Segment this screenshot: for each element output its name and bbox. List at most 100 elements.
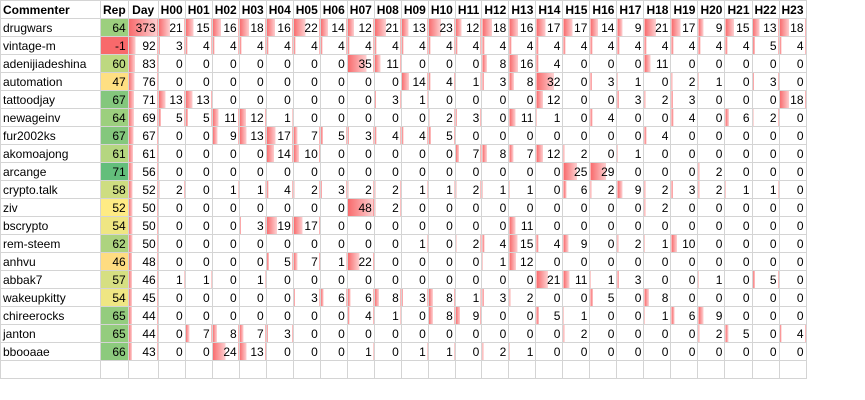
column-header-rep[interactable]: Rep <box>100 0 129 19</box>
empty-cell[interactable] <box>238 360 267 379</box>
hour-cell[interactable]: 4 <box>778 324 807 343</box>
hour-cell[interactable]: 0 <box>643 108 672 127</box>
hour-cell[interactable]: 4 <box>265 180 294 199</box>
hour-cell[interactable]: 0 <box>724 306 753 325</box>
hour-cell[interactable]: 1 <box>373 306 402 325</box>
hour-cell[interactable]: 0 <box>508 126 537 145</box>
hour-cell[interactable]: 0 <box>265 288 294 307</box>
hour-cell[interactable]: 4 <box>589 108 618 127</box>
hour-cell[interactable]: 0 <box>562 72 591 91</box>
hour-cell[interactable]: 15 <box>508 234 537 253</box>
hour-cell[interactable]: 4 <box>346 36 375 55</box>
column-header-h02[interactable]: H02 <box>211 0 240 19</box>
hour-cell[interactable]: 0 <box>778 162 807 181</box>
hour-cell[interactable]: 2 <box>589 180 618 199</box>
empty-cell[interactable] <box>589 360 618 379</box>
hour-cell[interactable]: 12 <box>454 18 483 37</box>
hour-cell[interactable]: 4 <box>778 36 807 55</box>
hour-cell[interactable]: 17 <box>535 18 564 37</box>
hour-cell[interactable]: 0 <box>346 324 375 343</box>
hour-cell[interactable]: 6 <box>562 180 591 199</box>
hour-cell[interactable]: 22 <box>292 18 321 37</box>
hour-cell[interactable]: 4 <box>535 54 564 73</box>
hour-cell[interactable]: 0 <box>346 216 375 235</box>
hour-cell[interactable]: 9 <box>454 306 483 325</box>
hour-cell[interactable]: 1 <box>616 72 645 91</box>
hour-cell[interactable]: 0 <box>589 198 618 217</box>
hour-cell[interactable]: 0 <box>400 144 429 163</box>
hour-cell[interactable]: 3 <box>589 72 618 91</box>
hour-cell[interactable]: 0 <box>589 54 618 73</box>
hour-cell[interactable]: 0 <box>157 72 186 91</box>
hour-cell[interactable]: 0 <box>589 144 618 163</box>
column-header-h03[interactable]: H03 <box>238 0 267 19</box>
hour-cell[interactable]: 17 <box>562 18 591 37</box>
hour-cell[interactable]: 0 <box>238 72 267 91</box>
day-cell[interactable]: 92 <box>127 36 159 55</box>
hour-cell[interactable]: 4 <box>319 36 348 55</box>
column-header-h12[interactable]: H12 <box>481 0 510 19</box>
hour-cell[interactable]: 0 <box>751 234 780 253</box>
hour-cell[interactable]: 0 <box>238 306 267 325</box>
hour-cell[interactable]: 0 <box>697 144 726 163</box>
hour-cell[interactable]: 17 <box>670 18 699 37</box>
hour-cell[interactable]: 5 <box>589 288 618 307</box>
hour-cell[interactable]: 4 <box>697 36 726 55</box>
hour-cell[interactable]: 1 <box>724 180 753 199</box>
hour-cell[interactable]: 21 <box>643 18 672 37</box>
day-cell[interactable]: 373 <box>127 18 159 37</box>
hour-cell[interactable]: 13 <box>751 18 780 37</box>
hour-cell[interactable]: 0 <box>211 252 240 271</box>
hour-cell[interactable]: 9 <box>616 18 645 37</box>
column-header-h16[interactable]: H16 <box>589 0 618 19</box>
day-cell[interactable]: 69 <box>127 108 159 127</box>
hour-cell[interactable]: 0 <box>427 162 456 181</box>
hour-cell[interactable]: 3 <box>400 288 429 307</box>
hour-cell[interactable]: 0 <box>751 90 780 109</box>
hour-cell[interactable]: 4 <box>481 234 510 253</box>
hour-cell[interactable]: 3 <box>616 270 645 289</box>
rep-cell[interactable]: 62 <box>100 234 129 253</box>
hour-cell[interactable]: 3 <box>238 216 267 235</box>
hour-cell[interactable]: 32 <box>535 72 564 91</box>
day-cell[interactable]: 48 <box>127 252 159 271</box>
hour-cell[interactable]: 12 <box>346 18 375 37</box>
day-cell[interactable]: 67 <box>127 126 159 145</box>
hour-cell[interactable]: 0 <box>292 234 321 253</box>
hour-cell[interactable]: 21 <box>373 18 402 37</box>
hour-cell[interactable]: 1 <box>400 342 429 361</box>
hour-cell[interactable]: 0 <box>724 90 753 109</box>
hour-cell[interactable]: 0 <box>616 216 645 235</box>
commenter-cell[interactable]: wakeupkitty <box>0 288 101 307</box>
hour-cell[interactable]: 0 <box>400 324 429 343</box>
hour-cell[interactable]: 0 <box>157 144 186 163</box>
hour-cell[interactable]: 0 <box>319 324 348 343</box>
commenter-cell[interactable]: ziv <box>0 198 101 217</box>
hour-cell[interactable]: 12 <box>535 144 564 163</box>
hour-cell[interactable]: 4 <box>238 36 267 55</box>
hour-cell[interactable]: 0 <box>238 144 267 163</box>
hour-cell[interactable]: 0 <box>535 198 564 217</box>
hour-cell[interactable]: 14 <box>319 18 348 37</box>
hour-cell[interactable]: 0 <box>778 180 807 199</box>
hour-cell[interactable]: 1 <box>427 180 456 199</box>
hour-cell[interactable]: 0 <box>319 234 348 253</box>
hour-cell[interactable]: 0 <box>427 234 456 253</box>
hour-cell[interactable]: 2 <box>643 198 672 217</box>
hour-cell[interactable]: 0 <box>319 270 348 289</box>
hour-cell[interactable]: 8 <box>481 54 510 73</box>
hour-cell[interactable]: 1 <box>508 342 537 361</box>
column-header-h04[interactable]: H04 <box>265 0 294 19</box>
hour-cell[interactable]: 12 <box>508 252 537 271</box>
hour-cell[interactable]: 0 <box>670 288 699 307</box>
hour-cell[interactable]: 0 <box>211 198 240 217</box>
hour-cell[interactable]: 2 <box>616 234 645 253</box>
hour-cell[interactable]: 0 <box>508 162 537 181</box>
rep-cell[interactable]: 65 <box>100 324 129 343</box>
hour-cell[interactable]: 0 <box>724 72 753 91</box>
hour-cell[interactable]: 0 <box>211 216 240 235</box>
hour-cell[interactable]: 5 <box>319 126 348 145</box>
hour-cell[interactable]: 1 <box>157 270 186 289</box>
hour-cell[interactable]: 0 <box>535 180 564 199</box>
hour-cell[interactable]: 0 <box>643 72 672 91</box>
